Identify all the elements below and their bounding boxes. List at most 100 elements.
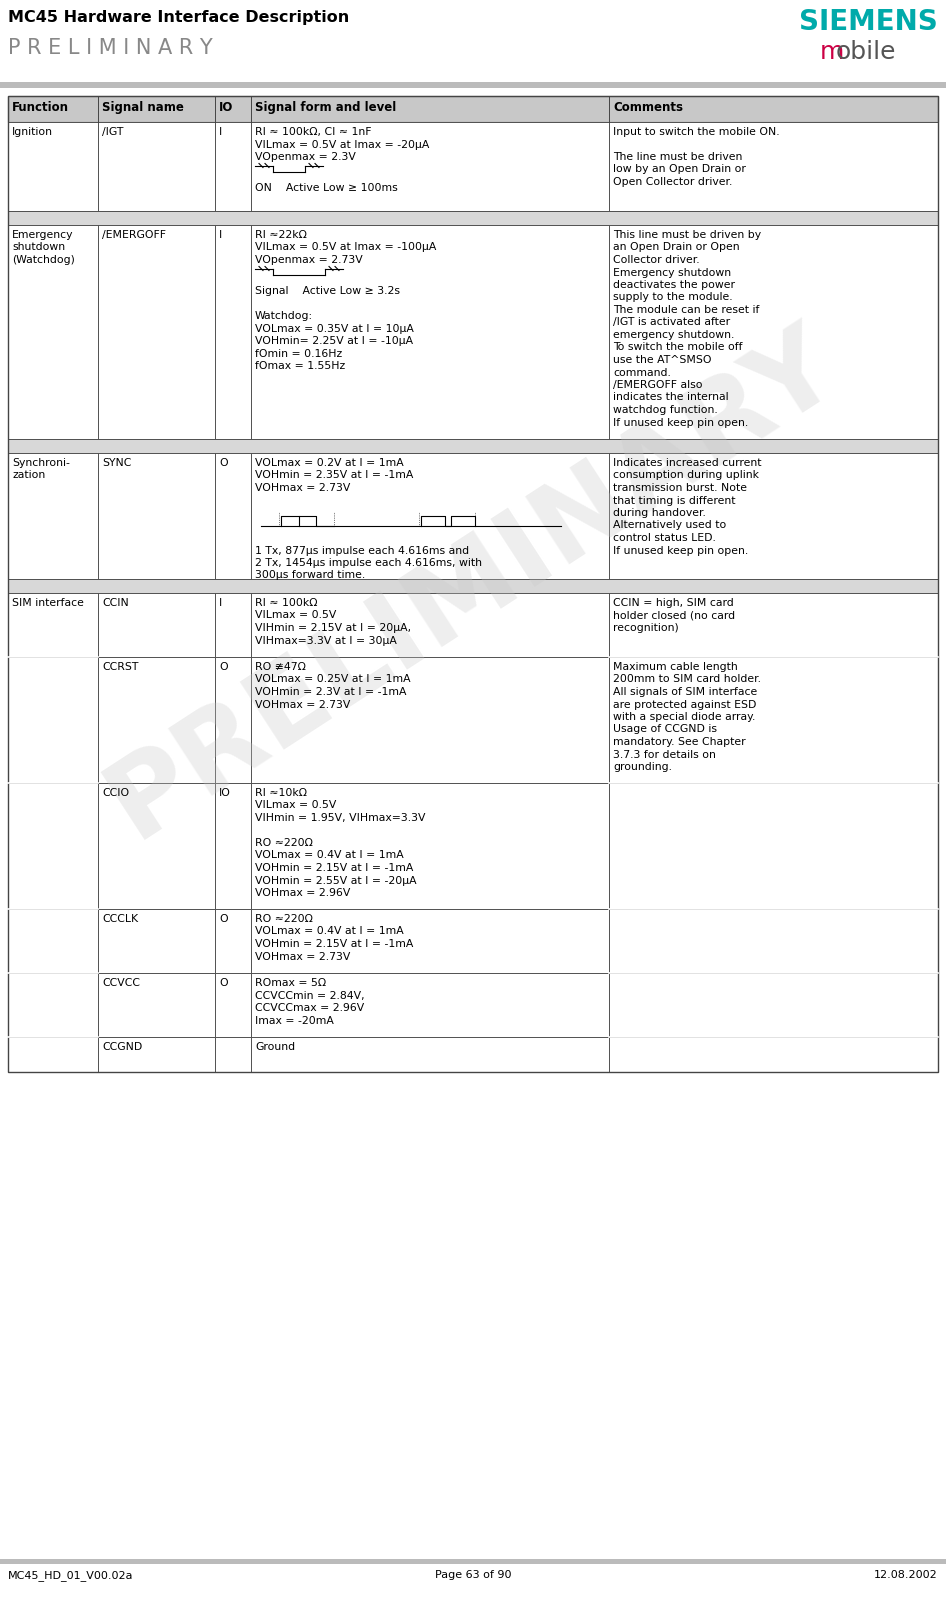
Text: RI ≈22kΩ: RI ≈22kΩ	[255, 229, 307, 241]
Bar	[251, 593, 609, 658]
Text: O: O	[219, 915, 228, 924]
Text: MC45_HD_01_V00.02a: MC45_HD_01_V00.02a	[8, 1571, 133, 1580]
Text: Comments: Comments	[613, 100, 683, 115]
Text: I: I	[219, 128, 222, 137]
Bar	[215, 1037, 251, 1071]
Bar	[609, 121, 938, 212]
Bar	[609, 784, 938, 908]
Text: Imax = -20mA: Imax = -20mA	[255, 1015, 334, 1026]
Bar	[215, 908, 251, 973]
Text: I: I	[219, 229, 222, 241]
Text: Indicates increased current: Indicates increased current	[613, 457, 762, 469]
Bar	[251, 973, 609, 1037]
Bar	[251, 121, 609, 212]
Text: (Watchdog): (Watchdog)	[12, 255, 75, 265]
Text: 12.08.2002: 12.08.2002	[874, 1571, 938, 1580]
Text: command.: command.	[613, 367, 671, 378]
Text: 2 Tx, 1454µs impulse each 4.616ms, with: 2 Tx, 1454µs impulse each 4.616ms, with	[255, 558, 482, 567]
Text: VIHmin = 2.15V at I = 20µA,: VIHmin = 2.15V at I = 20µA,	[255, 624, 412, 633]
Bar	[8, 658, 98, 784]
Text: consumption during uplink: consumption during uplink	[613, 470, 759, 480]
Bar	[251, 1037, 609, 1071]
Bar	[8, 593, 98, 658]
Text: m: m	[820, 40, 845, 65]
Bar	[609, 593, 938, 658]
Text: ON    Active Low ≥ 100ms: ON Active Low ≥ 100ms	[255, 183, 397, 194]
Text: CCVCCmax = 2.96V: CCVCCmax = 2.96V	[255, 1004, 364, 1013]
Bar	[251, 658, 609, 784]
Text: transmission burst. Note: transmission burst. Note	[613, 483, 747, 493]
Bar	[251, 908, 609, 973]
Text: VOHmin = 2.55V at I = -20µA: VOHmin = 2.55V at I = -20µA	[255, 876, 416, 886]
Text: All signals of SIM interface: All signals of SIM interface	[613, 687, 757, 696]
Text: RI ≈ 100kΩ: RI ≈ 100kΩ	[255, 598, 318, 608]
Text: that timing is different: that timing is different	[613, 496, 735, 506]
Text: VOHmin = 2.35V at I = -1mA: VOHmin = 2.35V at I = -1mA	[255, 470, 413, 480]
Text: VILmax = 0.5V at Imax = -100µA: VILmax = 0.5V at Imax = -100µA	[255, 242, 436, 252]
Text: low by an Open Drain or: low by an Open Drain or	[613, 165, 745, 175]
Text: VOHmax = 2.73V: VOHmax = 2.73V	[255, 952, 350, 962]
Bar	[98, 121, 215, 212]
Bar	[98, 593, 215, 658]
Text: VOHmin= 2.25V at I = -10µA: VOHmin= 2.25V at I = -10µA	[255, 336, 413, 346]
Text: Page 63 of 90: Page 63 of 90	[435, 1571, 511, 1580]
Text: VOLmax = 0.4V at I = 1mA: VOLmax = 0.4V at I = 1mA	[255, 926, 404, 937]
Text: VOLmax = 0.4V at I = 1mA: VOLmax = 0.4V at I = 1mA	[255, 850, 404, 860]
Text: CCCLK: CCCLK	[102, 915, 138, 924]
Bar	[609, 658, 938, 784]
Text: The module can be reset if: The module can be reset if	[613, 305, 760, 315]
Bar	[215, 452, 251, 579]
Text: use the AT^SMSO: use the AT^SMSO	[613, 356, 711, 365]
Bar	[8, 95, 938, 121]
Text: fOmax = 1.55Hz: fOmax = 1.55Hz	[255, 362, 345, 372]
Text: VIHmax=3.3V at I = 30µA: VIHmax=3.3V at I = 30µA	[255, 635, 397, 645]
Text: CCIO: CCIO	[102, 789, 129, 798]
Text: are protected against ESD: are protected against ESD	[613, 700, 757, 709]
Text: VOLmax = 0.35V at I = 10µA: VOLmax = 0.35V at I = 10µA	[255, 323, 414, 335]
Text: Collector driver.: Collector driver.	[613, 255, 700, 265]
Text: CCIN: CCIN	[102, 598, 129, 608]
Text: /IGT is activated after: /IGT is activated after	[613, 317, 730, 328]
Bar	[98, 973, 215, 1037]
Bar	[609, 452, 938, 579]
Text: Synchroni-: Synchroni-	[12, 457, 70, 469]
Bar	[8, 121, 98, 212]
Text: PRELIMINARY: PRELIMINARY	[89, 309, 857, 860]
Text: Emergency: Emergency	[12, 229, 74, 241]
Text: P R E L I M I N A R Y: P R E L I M I N A R Y	[8, 39, 213, 58]
Text: ROmax = 5Ω: ROmax = 5Ω	[255, 978, 326, 987]
Text: Input to switch the mobile ON.: Input to switch the mobile ON.	[613, 128, 780, 137]
Text: /EMERGOFF: /EMERGOFF	[102, 229, 166, 241]
Text: with a special diode array.: with a special diode array.	[613, 713, 755, 722]
Text: 1 Tx, 877µs impulse each 4.616ms and: 1 Tx, 877µs impulse each 4.616ms and	[255, 546, 469, 556]
Text: Ignition: Ignition	[12, 128, 53, 137]
Bar	[215, 658, 251, 784]
Bar	[8, 95, 938, 1071]
Text: VOHmax = 2.73V: VOHmax = 2.73V	[255, 700, 350, 709]
Text: 300µs forward time.: 300µs forward time.	[255, 570, 365, 580]
Text: IO: IO	[219, 100, 234, 115]
Text: Watchdog:: Watchdog:	[255, 312, 313, 322]
Text: CCGND: CCGND	[102, 1042, 142, 1052]
Bar	[609, 908, 938, 973]
Text: 200mm to SIM card holder.: 200mm to SIM card holder.	[613, 674, 761, 685]
Text: VOLmax = 0.25V at I = 1mA: VOLmax = 0.25V at I = 1mA	[255, 674, 411, 685]
Text: Signal    Active Low ≥ 3.2s: Signal Active Low ≥ 3.2s	[255, 286, 400, 296]
Bar	[8, 452, 98, 579]
Bar	[98, 452, 215, 579]
Text: during handover.: during handover.	[613, 507, 706, 519]
Bar	[98, 1037, 215, 1071]
Text: SYNC: SYNC	[102, 457, 131, 469]
Bar	[0, 82, 946, 87]
Text: mandatory. See Chapter: mandatory. See Chapter	[613, 737, 745, 747]
Text: Emergency shutdown: Emergency shutdown	[613, 268, 731, 278]
Text: VOHmin = 2.3V at I = -1mA: VOHmin = 2.3V at I = -1mA	[255, 687, 407, 696]
Bar	[98, 908, 215, 973]
Bar	[0, 1564, 946, 1616]
Text: fOmin = 0.16Hz: fOmin = 0.16Hz	[255, 349, 342, 359]
Bar	[215, 593, 251, 658]
Bar	[8, 908, 98, 973]
Text: CCVCCmin = 2.84V,: CCVCCmin = 2.84V,	[255, 991, 364, 1000]
Bar	[251, 452, 609, 579]
Text: O: O	[219, 663, 228, 672]
